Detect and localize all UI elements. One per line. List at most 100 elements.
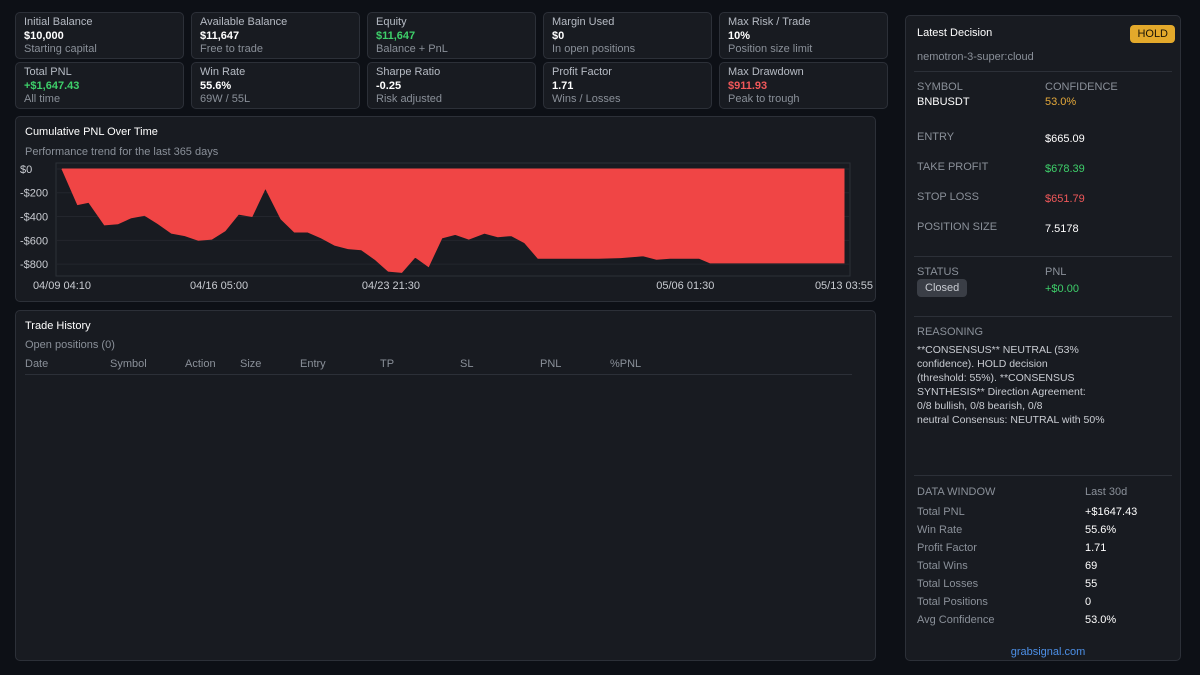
stat-label: Max Risk / Trade bbox=[728, 16, 811, 28]
data-window-value: 69 bbox=[1085, 560, 1098, 572]
reasoning-label: REASONING bbox=[917, 326, 984, 338]
column-header[interactable]: TP bbox=[380, 358, 395, 370]
y-tick-label: -$800 bbox=[20, 259, 48, 271]
data-window-label: DATA WINDOW bbox=[917, 486, 996, 498]
stat-value: $0 bbox=[552, 30, 565, 42]
stat-subtext: In open positions bbox=[552, 43, 636, 55]
stat-value: 10% bbox=[728, 30, 751, 42]
stat-subtext: Position size limit bbox=[728, 43, 813, 55]
model-name: nemotron-3-super:cloud bbox=[917, 51, 1034, 63]
column-header[interactable]: Action bbox=[185, 358, 216, 370]
data-window-value: 1.71 bbox=[1085, 542, 1107, 554]
x-tick-label: 04/09 04:10 bbox=[33, 280, 91, 292]
stat-subtext: Risk adjusted bbox=[376, 93, 443, 105]
data-window-row: Avg Confidence 53.0% bbox=[917, 614, 1167, 632]
pnl-area-series bbox=[61, 168, 845, 273]
data-window-row: Total Losses 55 bbox=[917, 578, 1167, 596]
stop-loss-value: $651.79 bbox=[1045, 193, 1085, 205]
take-profit-label: TAKE PROFIT bbox=[917, 161, 989, 173]
symbol-value: BNBUSDT bbox=[917, 96, 970, 108]
stat-card: Margin Used $0 In open positions bbox=[543, 12, 712, 59]
data-window-row: Total PNL +$1647.43 bbox=[917, 506, 1167, 524]
take-profit-value: $678.39 bbox=[1045, 163, 1085, 175]
y-tick-label: $0 bbox=[20, 164, 32, 176]
stat-card: Profit Factor 1.71 Wins / Losses bbox=[543, 62, 712, 109]
y-tick-label: -$600 bbox=[20, 235, 48, 247]
y-tick-label: -$400 bbox=[20, 212, 48, 224]
stat-value: -0.25 bbox=[376, 80, 402, 92]
decision-badge: HOLD bbox=[1130, 25, 1175, 43]
stat-card: Available Balance $11,647 Free to trade bbox=[191, 12, 360, 59]
x-tick-label: 05/13 03:55 bbox=[815, 280, 873, 292]
x-tick-label: 05/06 01:30 bbox=[656, 280, 714, 292]
stat-label: Margin Used bbox=[552, 16, 615, 28]
divider bbox=[914, 475, 1172, 476]
pnl-label: PNL bbox=[1045, 266, 1067, 278]
data-window-key: Total Positions bbox=[917, 596, 988, 608]
stat-label: Available Balance bbox=[200, 16, 288, 28]
stat-subtext: Balance + PnL bbox=[376, 43, 448, 55]
data-window-key: Total Wins bbox=[917, 560, 968, 572]
pnl-chart-panel: Cumulative PNL Over Time Performance tre… bbox=[15, 116, 876, 302]
status-badge: Closed bbox=[917, 279, 968, 297]
stat-subtext: Wins / Losses bbox=[552, 93, 621, 105]
stat-card: Win Rate 55.6% 69W / 55L bbox=[191, 62, 360, 109]
pnl-area-chart: $0 -$200 -$400 -$600 -$800 04/09 04:10 04/16 0… bbox=[20, 162, 873, 292]
stat-card: Max Drawdown $911.93 Peak to trough bbox=[719, 62, 888, 109]
column-header[interactable]: Entry bbox=[300, 358, 326, 370]
column-header[interactable]: %PNL bbox=[610, 358, 642, 370]
stat-subtext: Starting capital bbox=[24, 43, 97, 55]
status-label: STATUS bbox=[917, 266, 959, 278]
plot-frame bbox=[55, 162, 851, 277]
stat-value: 1.71 bbox=[552, 80, 574, 92]
data-window-row: Total Positions 0 bbox=[917, 596, 1167, 614]
divider bbox=[914, 316, 1172, 317]
data-window-value: 55.6% bbox=[1085, 524, 1117, 536]
reasoning-text: **CONSENSUS** NEUTRAL (53% confidence). … bbox=[917, 344, 1105, 426]
trade-table-divider bbox=[25, 374, 852, 375]
y-tick-label: -$200 bbox=[20, 188, 48, 200]
data-window-key: Win Rate bbox=[917, 524, 963, 536]
stat-card: Initial Balance $10,000 Starting capital bbox=[15, 12, 184, 59]
stat-card: Max Risk / Trade 10% Position size limit bbox=[719, 12, 888, 59]
x-tick-label: 04/16 05:00 bbox=[190, 280, 248, 292]
data-window-key: Avg Confidence bbox=[917, 614, 995, 626]
data-window-key: Total PNL bbox=[917, 506, 965, 518]
divider bbox=[914, 71, 1172, 72]
stat-value: $11,647 bbox=[200, 30, 240, 42]
entry-value: $665.09 bbox=[1045, 133, 1085, 145]
column-header[interactable]: Size bbox=[240, 358, 262, 370]
column-header[interactable]: Symbol bbox=[110, 358, 147, 370]
column-header[interactable]: SL bbox=[460, 358, 474, 370]
stat-label: Max Drawdown bbox=[728, 66, 804, 78]
stat-label: Initial Balance bbox=[24, 16, 93, 28]
latest-decision-panel: Latest Decision HOLD nemotron-3-super:cl… bbox=[905, 15, 1181, 661]
stat-value: $10,000 bbox=[24, 30, 64, 42]
footer-link[interactable]: grabsignal.com bbox=[1010, 646, 1086, 658]
stat-value: +$1,647.43 bbox=[24, 80, 80, 92]
stat-label: Profit Factor bbox=[552, 66, 612, 78]
column-header[interactable]: Date bbox=[25, 358, 49, 370]
position-size-value: 7.5178 bbox=[1045, 223, 1079, 235]
stat-value: 55.6% bbox=[200, 80, 232, 92]
stat-card: Sharpe Ratio -0.25 Risk adjusted bbox=[367, 62, 536, 109]
divider bbox=[914, 256, 1172, 257]
confidence-label: CONFIDENCE bbox=[1045, 81, 1118, 93]
stat-label: Sharpe Ratio bbox=[376, 66, 441, 78]
data-window-value: +$1647.43 bbox=[1085, 506, 1138, 518]
data-window-key: Total Losses bbox=[917, 578, 979, 590]
data-window-value: 53.0% bbox=[1085, 614, 1117, 626]
data-window-row: Total Wins 69 bbox=[917, 560, 1167, 578]
entry-label: ENTRY bbox=[917, 131, 955, 143]
position-size-label: POSITION SIZE bbox=[917, 221, 998, 233]
stop-loss-label: STOP LOSS bbox=[917, 191, 979, 203]
stat-subtext: All time bbox=[24, 93, 61, 105]
confidence-value: 53.0% bbox=[1045, 96, 1077, 108]
symbol-label: SYMBOL bbox=[917, 81, 963, 93]
data-window-value: 55 bbox=[1085, 578, 1098, 590]
data-window-row: Profit Factor 1.71 bbox=[917, 542, 1167, 560]
data-window-value: 0 bbox=[1085, 596, 1092, 608]
column-header[interactable]: PNL bbox=[540, 358, 562, 370]
stat-label: Win Rate bbox=[200, 66, 246, 78]
data-window-key: Profit Factor bbox=[917, 542, 977, 554]
